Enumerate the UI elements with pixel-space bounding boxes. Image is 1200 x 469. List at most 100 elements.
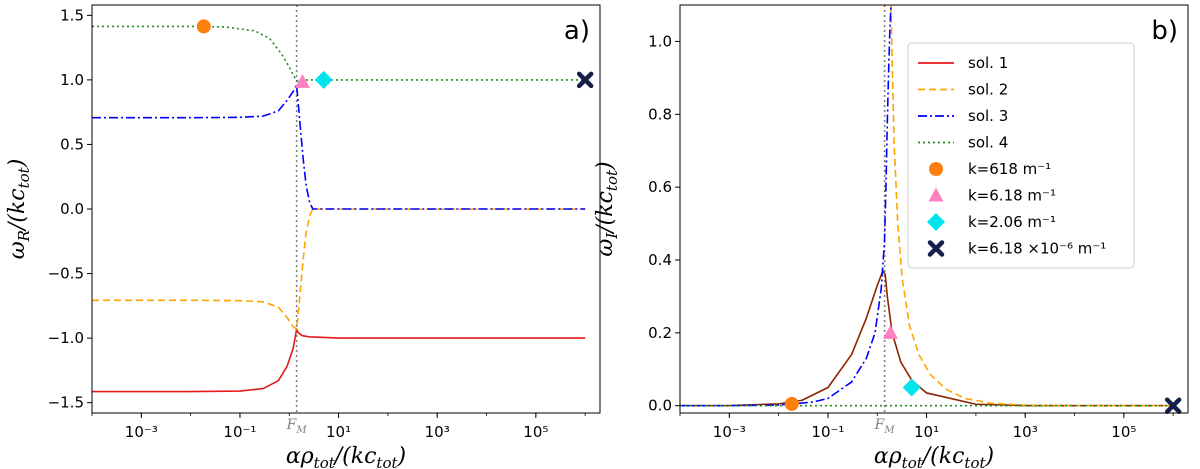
x-axis-label: αρtot/(kctot) <box>874 444 994 469</box>
legend-entry: k=6.18 ×10⁻⁶ m⁻¹ <box>927 240 1106 258</box>
x-axis-label-part: /(kc <box>333 444 377 469</box>
legend-label: k=6.18 ×10⁻⁶ m⁻¹ <box>968 240 1106 258</box>
plot-series <box>92 25 586 393</box>
x-tick-label: 10⁵ <box>1111 423 1136 441</box>
legend-entry: k=618 m⁻¹ <box>929 160 1051 178</box>
series-line-sol-3 <box>680 5 892 407</box>
y-axis-label-part: R <box>15 230 33 242</box>
fm-label-main: F <box>874 417 886 433</box>
x-axis-label-part: tot <box>314 454 336 469</box>
y-axis-label: ωR/(kctot) <box>5 159 33 260</box>
axes-frame <box>679 4 1189 414</box>
fm-label-sub: M <box>883 425 895 436</box>
fm-label: FM <box>874 417 896 436</box>
legend-swatch-circle <box>929 162 943 176</box>
marker-x <box>576 71 594 89</box>
x-axis-label: αρtot/(kctot) <box>286 444 406 469</box>
legend-label: k=2.06 m⁻¹ <box>968 213 1056 231</box>
y-tick-label: −1.5 <box>48 394 84 412</box>
legend-entry: k=2.06 m⁻¹ <box>927 213 1056 231</box>
fm-label-sub: M <box>295 425 307 436</box>
legend-label: sol. 3 <box>968 107 1008 125</box>
marker-triangle <box>882 324 898 339</box>
y-axis-label-part: I <box>603 232 621 240</box>
marker-triangle <box>294 73 310 88</box>
y-axis-label-part: ) <box>5 159 30 169</box>
y-axis-label-part: ω <box>5 241 30 259</box>
x-axis-label-part: tot <box>902 454 924 469</box>
y-tick-label: 1.0 <box>60 71 84 89</box>
panel-a: −1.5 −1.0 −0.5 0.0 0.5 1.0 1.5 10⁻³ 10⁻¹ 10¹ 10³ 10… <box>5 4 601 469</box>
marker-diamond <box>902 378 921 397</box>
panel-label: a) <box>564 16 590 46</box>
x-tick-label: 10³ <box>425 423 450 441</box>
marker-x-stroke-b <box>576 71 594 89</box>
axes-frame <box>91 4 601 414</box>
y-tick-label: 0.0 <box>648 397 672 415</box>
y-axis-label-part: /(kc <box>5 188 30 232</box>
panel-b: 0.00.20.40.60.81.010⁻³ 10⁻¹ 10¹ 10³ 10⁵FMb)α… <box>593 4 1189 469</box>
x-tick-label: 10⁻¹ <box>811 423 844 441</box>
x-tick-label: 10⁻³ <box>713 423 746 441</box>
legend-entry: sol. 3 <box>918 107 1008 125</box>
marker-x <box>1164 397 1182 414</box>
legend-label: sol. 1 <box>968 54 1008 72</box>
series-line-sol-1 <box>680 270 1174 407</box>
legend-label: k=6.18 m⁻¹ <box>968 187 1056 205</box>
x-axis-label-part: /(kc <box>921 444 965 469</box>
x-tick-label: 10⁻³ <box>125 423 158 441</box>
legend-entry: sol. 4 <box>918 134 1008 152</box>
y-axis-label-part: tot <box>603 169 621 191</box>
x-axis-label-part: ) <box>985 444 995 469</box>
legend-entry: sol. 2 <box>918 81 1008 99</box>
y-tick-label: 0.5 <box>60 135 84 153</box>
legend-label: k=618 m⁻¹ <box>968 160 1051 178</box>
legend-entry: k=6.18 m⁻¹ <box>928 187 1056 205</box>
y-tick-label: 1.0 <box>648 32 672 50</box>
legend: sol. 1 sol. 2 sol. 3 sol. 4 k=618 m⁻¹ k=6.18 … <box>907 42 1135 269</box>
marker-x-stroke-b <box>1164 397 1182 414</box>
fm-label-main: F <box>286 417 298 433</box>
series-line-sol-1 <box>92 328 586 393</box>
series-line-sol-4 <box>92 25 586 82</box>
legend-label: sol. 4 <box>968 134 1008 152</box>
x-tick-label: 10³ <box>1013 423 1038 441</box>
x-axis-label-part: tot <box>964 454 986 469</box>
y-tick-label: 0.2 <box>648 324 672 342</box>
y-axis-label-part: ω <box>593 239 618 257</box>
series-line-sol-2 <box>890 5 1174 407</box>
legend-entry: sol. 1 <box>918 54 1008 72</box>
y-axis-label: ωI/(kctot) <box>593 161 621 256</box>
y-axis-label-part: /(kc <box>593 191 618 235</box>
x-axis-label-part: αρ <box>286 444 314 469</box>
x-axis-label-part: ) <box>397 444 407 469</box>
x-tick-label: 10¹ <box>914 423 939 441</box>
marker-circle <box>196 19 211 34</box>
legend-frame <box>907 42 1135 269</box>
y-axis-label-part: ) <box>593 161 618 171</box>
y-tick-label: −1.0 <box>48 329 84 347</box>
y-tick-label: 0.0 <box>60 200 84 218</box>
y-tick-label: −0.5 <box>48 265 84 283</box>
fm-label: FM <box>286 417 308 436</box>
y-tick-label: 0.4 <box>648 251 672 269</box>
legend-swatch-triangle <box>928 187 944 202</box>
legend-swatch-x-stroke-b <box>927 240 945 257</box>
legend-swatch-diamond <box>927 213 945 231</box>
x-tick-label: 10¹ <box>326 423 351 441</box>
x-axis-label-part: αρ <box>874 444 902 469</box>
x-tick-label: 10⁻¹ <box>223 423 256 441</box>
y-tick-label: 0.8 <box>648 105 672 123</box>
series-line-sol-2 <box>92 208 586 330</box>
marker-diamond <box>314 70 333 89</box>
marker-circle <box>784 396 799 411</box>
panel-label: b) <box>1151 16 1178 46</box>
x-axis-label-part: tot <box>376 454 398 469</box>
x-tick-label: 10⁵ <box>523 423 548 441</box>
legend-swatch-x <box>927 240 945 257</box>
y-tick-label: 1.5 <box>60 6 84 24</box>
y-tick-label: 0.6 <box>648 178 672 196</box>
y-axis-label-part: tot <box>15 166 33 188</box>
series-line-sol-3 <box>92 84 586 210</box>
